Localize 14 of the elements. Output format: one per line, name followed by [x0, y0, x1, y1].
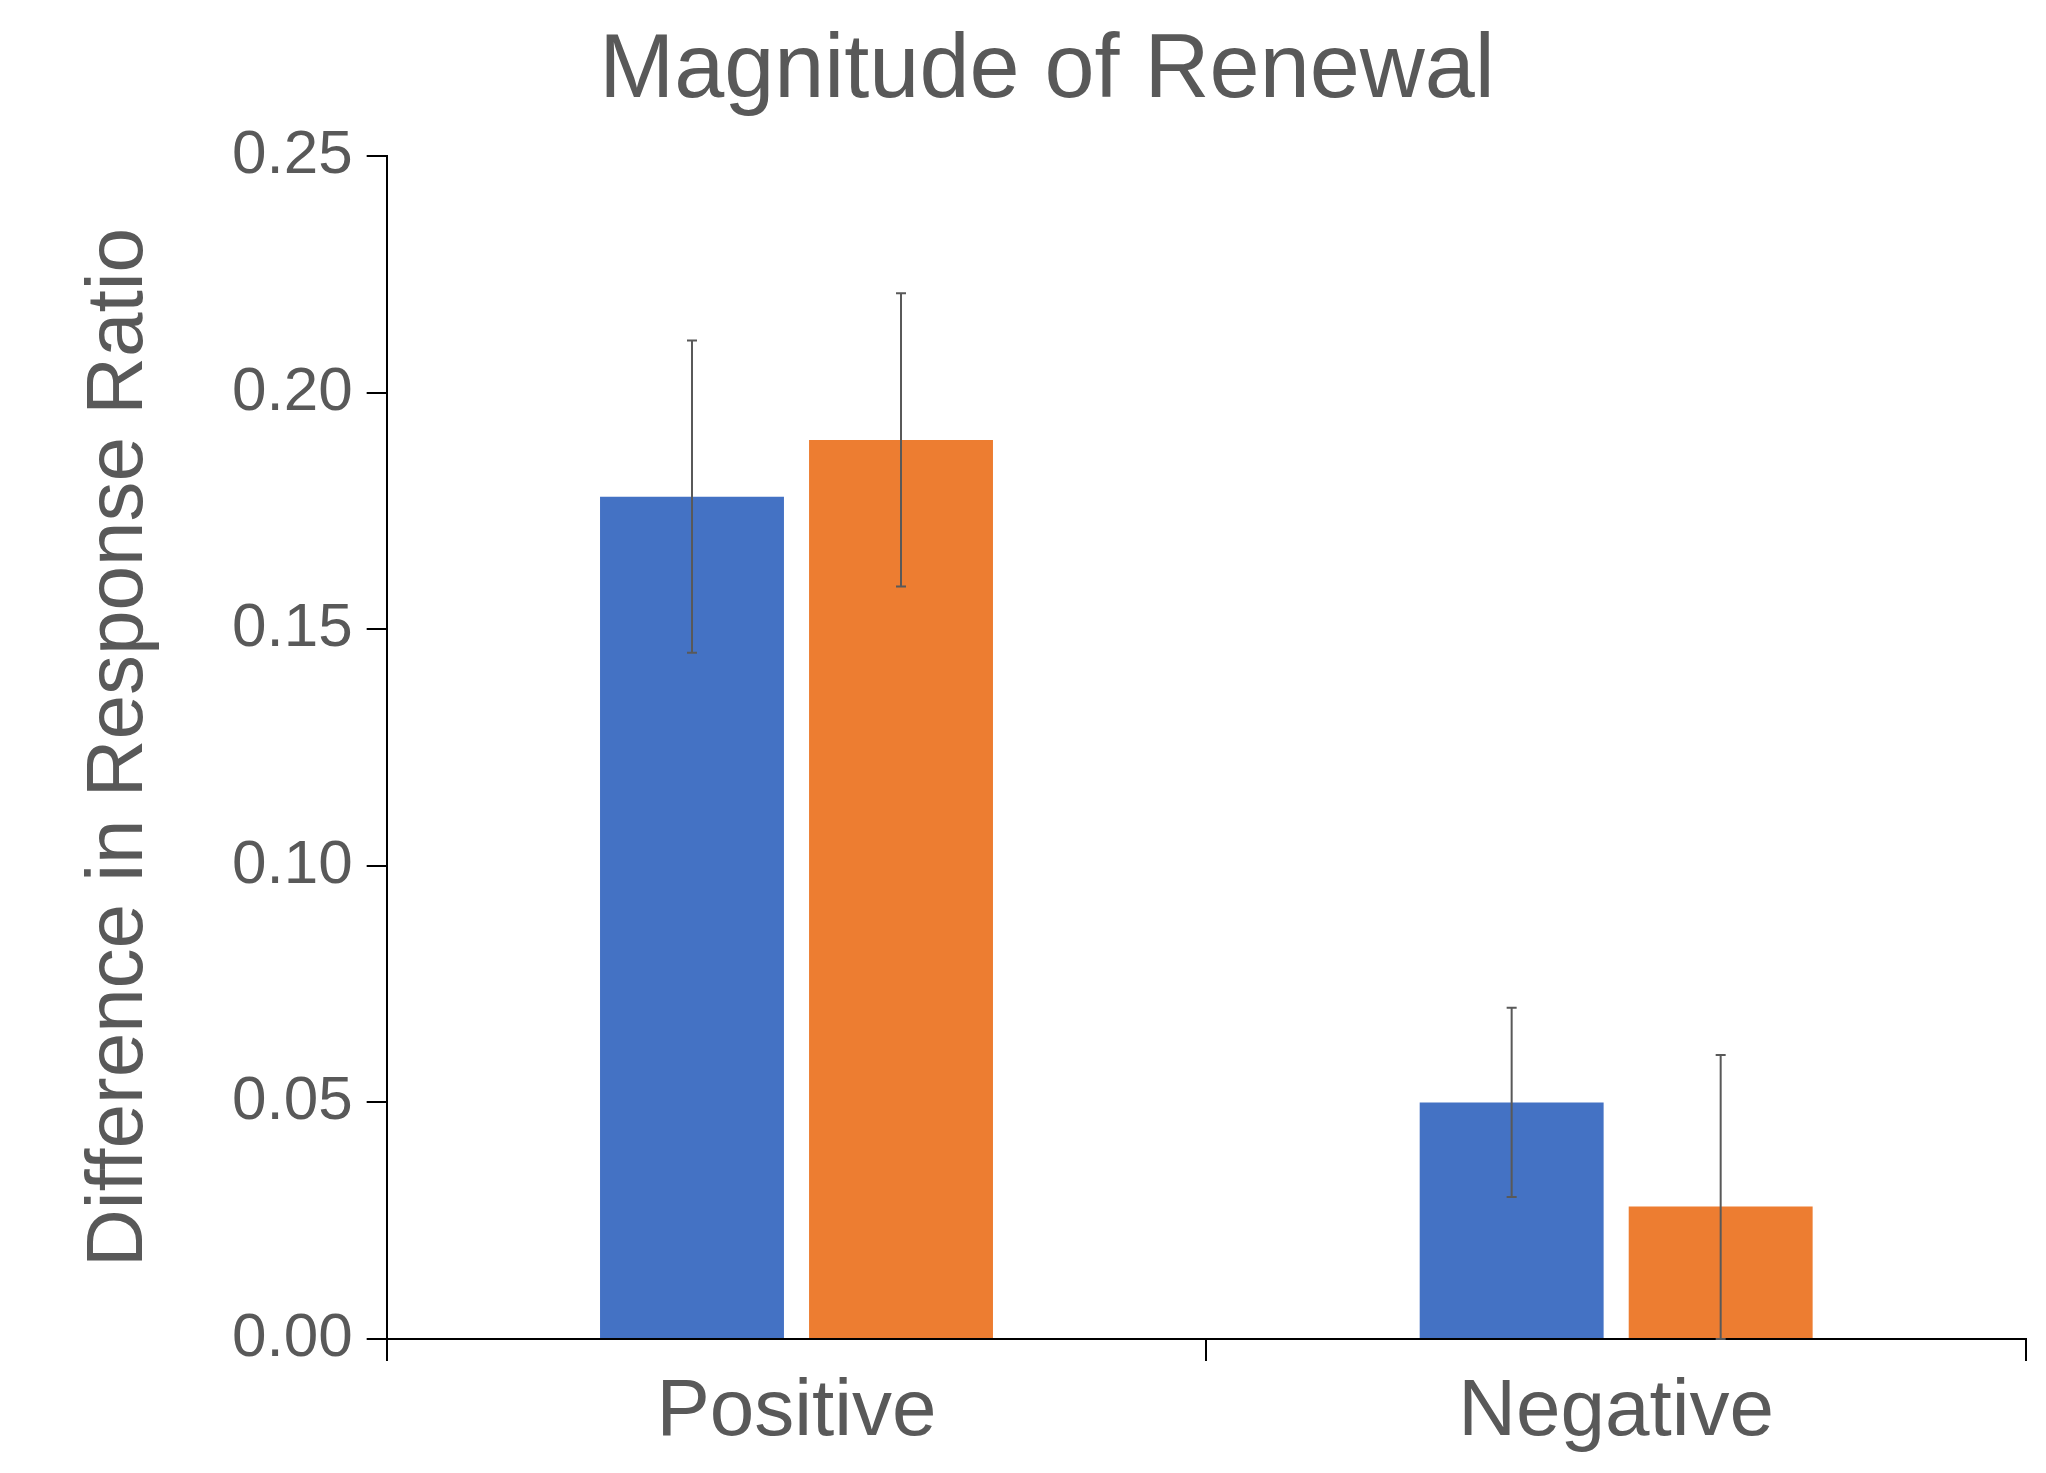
chart-title: Magnitude of Renewal [599, 15, 1495, 116]
bar [1628, 1206, 1813, 1338]
bar [1419, 1102, 1604, 1338]
y-tick-label: 0.00 [232, 1300, 353, 1370]
y-tick-label: 0.10 [232, 826, 353, 896]
y-tick-label: 0.20 [232, 353, 353, 423]
y-tick-label: 0.05 [232, 1063, 353, 1133]
x-tick-label: Positive [656, 1363, 937, 1453]
bar [809, 439, 993, 1338]
x-tick-label: Negative [1458, 1363, 1775, 1453]
y-tick-label: 0.15 [232, 590, 353, 660]
y-axis-title: Difference in Response Ratio [70, 227, 160, 1268]
y-tick-label: 0.25 [232, 117, 353, 187]
bar [600, 496, 784, 1338]
